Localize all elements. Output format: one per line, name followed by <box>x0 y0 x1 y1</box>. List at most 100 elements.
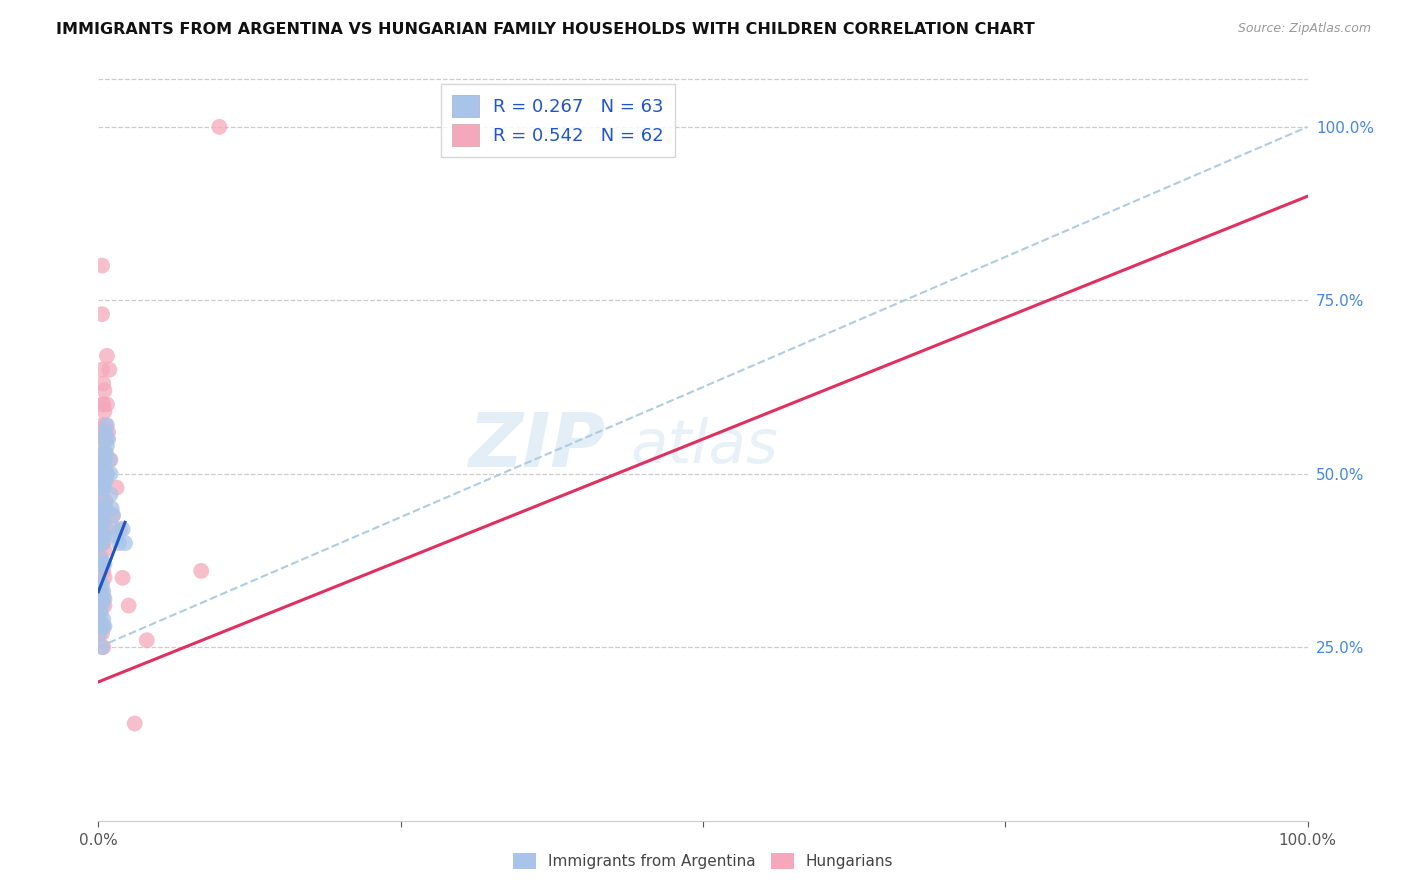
Text: atlas: atlas <box>630 417 779 475</box>
Point <box>90 453 112 467</box>
Point <box>91 619 114 633</box>
Point <box>96 397 118 411</box>
Point <box>89 536 111 550</box>
Point <box>91 487 114 501</box>
Point <box>91 481 114 495</box>
Point <box>93 557 115 571</box>
Point <box>91 453 114 467</box>
Point <box>90 459 112 474</box>
Point <box>89 626 111 640</box>
Point <box>98 362 121 376</box>
Point <box>90 494 112 508</box>
Point <box>91 418 114 433</box>
Point <box>94 522 117 536</box>
Point <box>96 439 118 453</box>
Point <box>91 591 114 606</box>
Point <box>87 522 110 536</box>
Point <box>91 474 114 488</box>
Point <box>90 536 112 550</box>
Point <box>94 494 117 508</box>
Point <box>91 501 114 516</box>
Point <box>190 564 212 578</box>
Point <box>91 307 114 321</box>
Legend: R = 0.267   N = 63, R = 0.542   N = 62: R = 0.267 N = 63, R = 0.542 N = 62 <box>441 84 675 157</box>
Point <box>90 467 112 481</box>
Point <box>90 501 112 516</box>
Point <box>94 418 117 433</box>
Point <box>93 529 115 543</box>
Point <box>98 453 121 467</box>
Point <box>135 633 157 648</box>
Point <box>89 508 111 523</box>
Point <box>91 397 114 411</box>
Point <box>91 564 114 578</box>
Point <box>91 481 114 495</box>
Point <box>91 557 114 571</box>
Point <box>93 432 115 446</box>
Point <box>93 404 115 418</box>
Point <box>94 501 117 516</box>
Point <box>91 612 114 626</box>
Point <box>91 481 114 495</box>
Point <box>93 619 115 633</box>
Point <box>91 362 114 376</box>
Point <box>105 481 128 495</box>
Point <box>101 508 124 523</box>
Point <box>105 529 128 543</box>
Point <box>91 584 114 599</box>
Point <box>208 120 231 134</box>
Point <box>91 619 114 633</box>
Point <box>118 599 141 613</box>
Point <box>87 508 110 523</box>
Point <box>97 425 120 439</box>
Point <box>96 432 118 446</box>
Point <box>91 536 114 550</box>
Point <box>90 584 112 599</box>
Point <box>93 543 115 558</box>
Point <box>91 536 114 550</box>
Point <box>91 376 114 391</box>
Point <box>91 578 114 592</box>
Point <box>91 459 114 474</box>
Point <box>91 259 114 273</box>
Point <box>108 522 131 536</box>
Point <box>100 453 122 467</box>
Point <box>90 522 112 536</box>
Point <box>96 418 118 433</box>
Point <box>93 453 115 467</box>
Point <box>91 397 114 411</box>
Point <box>89 612 111 626</box>
Point <box>91 626 114 640</box>
Point <box>93 591 115 606</box>
Point <box>90 606 112 620</box>
Point <box>108 536 131 550</box>
Point <box>97 432 120 446</box>
Point <box>93 599 115 613</box>
Point <box>94 425 117 439</box>
Point <box>90 549 112 564</box>
Point <box>96 349 118 363</box>
Point <box>124 716 146 731</box>
Point <box>90 481 112 495</box>
Point <box>93 494 115 508</box>
Point <box>91 640 114 655</box>
Text: Source: ZipAtlas.com: Source: ZipAtlas.com <box>1237 22 1371 36</box>
Point <box>93 432 115 446</box>
Point <box>111 571 134 585</box>
Point <box>91 599 114 613</box>
Text: ZIP: ZIP <box>470 409 606 483</box>
Point <box>89 557 111 571</box>
Point <box>89 591 111 606</box>
Point <box>96 467 118 481</box>
Point <box>91 508 114 523</box>
Legend: Immigrants from Argentina, Hungarians: Immigrants from Argentina, Hungarians <box>506 847 900 875</box>
Point <box>90 584 112 599</box>
Point <box>90 516 112 530</box>
Point <box>114 536 136 550</box>
Point <box>94 446 117 460</box>
Point <box>91 446 114 460</box>
Point <box>93 571 115 585</box>
Point <box>91 516 114 530</box>
Point <box>94 474 117 488</box>
Point <box>90 432 112 446</box>
